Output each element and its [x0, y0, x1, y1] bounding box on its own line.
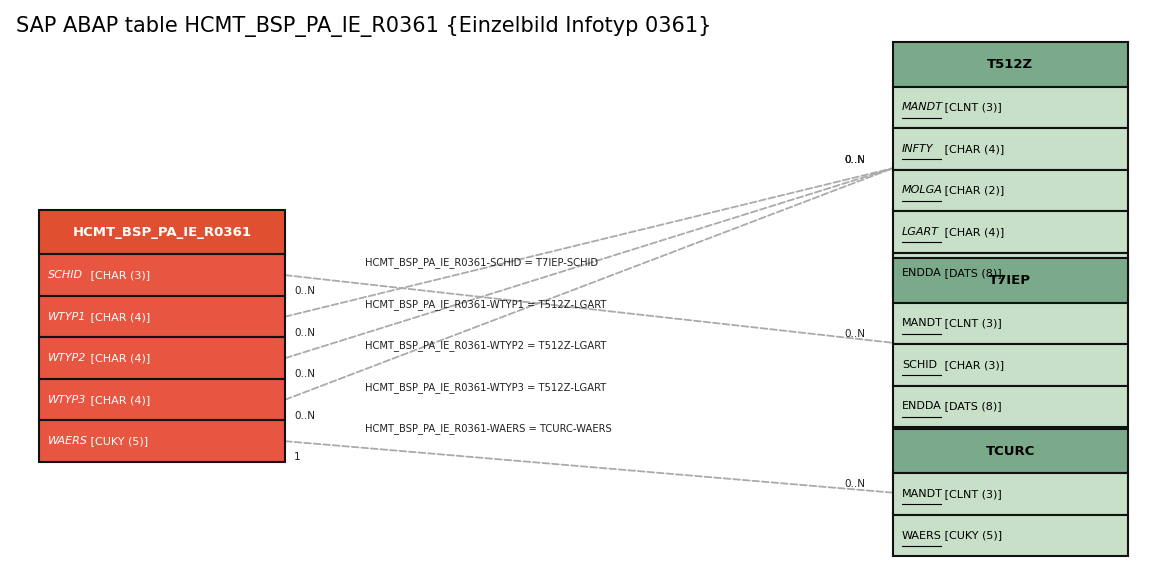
Text: WTYP3: WTYP3 [47, 395, 87, 404]
Text: HCMT_BSP_PA_IE_R0361-WTYP3 = T512Z-LGART: HCMT_BSP_PA_IE_R0361-WTYP3 = T512Z-LGART [365, 382, 606, 393]
Text: [CHAR (3)]: [CHAR (3)] [941, 360, 1004, 370]
Bar [38, 254, 285, 296]
Bar [38, 296, 285, 338]
Text: TCURC: TCURC [985, 445, 1035, 458]
Bar [893, 87, 1128, 128]
Text: [DATS (8)]: [DATS (8)] [941, 268, 1001, 279]
Bar [893, 170, 1128, 211]
Text: HCMT_BSP_PA_IE_R0361-WTYP1 = T512Z-LGART: HCMT_BSP_PA_IE_R0361-WTYP1 = T512Z-LGART [365, 299, 606, 310]
Text: SCHID: SCHID [47, 270, 83, 280]
Text: HCMT_BSP_PA_IE_R0361: HCMT_BSP_PA_IE_R0361 [73, 226, 252, 239]
Text: 0..N: 0..N [295, 328, 315, 338]
Text: 0..N: 0..N [844, 155, 866, 164]
Text: 0..N: 0..N [844, 155, 866, 164]
Bar [893, 211, 1128, 253]
Text: WTYP2: WTYP2 [47, 353, 87, 363]
Text: 0..N: 0..N [844, 155, 866, 164]
Text: MOLGA: MOLGA [902, 185, 942, 196]
Bar [38, 421, 285, 462]
Text: WTYP1: WTYP1 [47, 312, 87, 321]
Text: 0..N: 0..N [295, 411, 315, 421]
Bar [893, 258, 1128, 303]
Text: [DATS (8)]: [DATS (8)] [941, 402, 1001, 411]
Bar [893, 303, 1128, 344]
Text: 0..N: 0..N [844, 329, 866, 339]
Text: [CHAR (4)]: [CHAR (4)] [941, 144, 1004, 154]
Bar [893, 42, 1128, 87]
Text: [CHAR (4)]: [CHAR (4)] [87, 395, 150, 404]
Bar [38, 210, 285, 254]
Bar [893, 344, 1128, 386]
Text: T512Z: T512Z [988, 58, 1034, 71]
Text: MANDT: MANDT [902, 489, 942, 499]
Text: 0..N: 0..N [844, 479, 866, 489]
Text: T7IEP: T7IEP [990, 274, 1031, 287]
Text: [CLNT (3)]: [CLNT (3)] [941, 489, 1001, 499]
Text: HCMT_BSP_PA_IE_R0361-WAERS = TCURC-WAERS: HCMT_BSP_PA_IE_R0361-WAERS = TCURC-WAERS [365, 424, 612, 434]
Text: HCMT_BSP_PA_IE_R0361-SCHID = T7IEP-SCHID: HCMT_BSP_PA_IE_R0361-SCHID = T7IEP-SCHID [365, 257, 598, 268]
Text: WAERS: WAERS [902, 531, 941, 541]
Text: HCMT_BSP_PA_IE_R0361-WTYP2 = T512Z-LGART: HCMT_BSP_PA_IE_R0361-WTYP2 = T512Z-LGART [365, 340, 606, 351]
Text: [CHAR (2)]: [CHAR (2)] [941, 185, 1004, 196]
Bar [38, 379, 285, 421]
Text: LGART: LGART [902, 227, 939, 237]
Bar [893, 386, 1128, 427]
Bar [893, 429, 1128, 473]
Bar [893, 473, 1128, 515]
Text: ENDDA: ENDDA [902, 402, 941, 411]
Text: [CLNT (3)]: [CLNT (3)] [941, 319, 1001, 328]
Text: [CHAR (4)]: [CHAR (4)] [87, 353, 150, 363]
Bar [893, 515, 1128, 556]
Text: MANDT: MANDT [902, 102, 942, 113]
Text: 1: 1 [295, 452, 301, 462]
Text: WAERS: WAERS [47, 436, 88, 446]
Text: INFTY: INFTY [902, 144, 933, 154]
Text: SCHID: SCHID [902, 360, 937, 370]
Text: SAP ABAP table HCMT_BSP_PA_IE_R0361 {Einzelbild Infotyp 0361}: SAP ABAP table HCMT_BSP_PA_IE_R0361 {Ein… [16, 16, 711, 36]
Text: [CHAR (3)]: [CHAR (3)] [87, 270, 150, 280]
Text: [CLNT (3)]: [CLNT (3)] [941, 102, 1001, 113]
Text: [CUKY (5)]: [CUKY (5)] [87, 436, 148, 446]
Bar [38, 338, 285, 379]
Text: [CHAR (4)]: [CHAR (4)] [941, 227, 1004, 237]
Bar [893, 253, 1128, 294]
Text: [CUKY (5)]: [CUKY (5)] [941, 531, 1003, 541]
Text: MANDT: MANDT [902, 319, 942, 328]
Text: 0..N: 0..N [295, 286, 315, 296]
Text: 0..N: 0..N [295, 369, 315, 379]
Text: ENDDA: ENDDA [902, 268, 941, 279]
Bar [893, 128, 1128, 170]
Text: [CHAR (4)]: [CHAR (4)] [87, 312, 150, 321]
